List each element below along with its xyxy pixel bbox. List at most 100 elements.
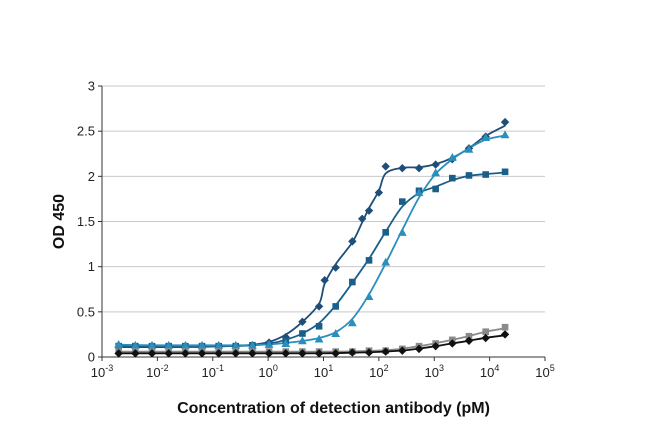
data-point [147, 349, 157, 358]
data-point [374, 188, 384, 197]
data-point [332, 303, 339, 310]
data-point [131, 349, 140, 358]
data-point [298, 336, 307, 345]
x-tick-label: 104 [480, 363, 499, 380]
fit-curve-series-1 [118, 124, 506, 349]
data-point [231, 349, 240, 358]
data-point [431, 168, 441, 177]
x-tick-label: 100 [258, 363, 277, 380]
data-point [500, 117, 510, 127]
series-5-points [114, 330, 510, 358]
data-point [381, 257, 391, 266]
fit-curve-series-2 [118, 171, 506, 348]
data-point [299, 330, 306, 337]
y-tick-label: 2.5 [77, 124, 95, 139]
data-point [381, 347, 390, 356]
data-point [314, 349, 324, 358]
data-point [331, 263, 340, 272]
y-tick-label: 3 [88, 79, 95, 94]
data-point [114, 349, 123, 358]
data-point [414, 344, 424, 354]
y-tick-label: 1.5 [77, 214, 95, 229]
x-tick-label: 101 [314, 363, 333, 380]
data-point [364, 206, 374, 215]
data-point [114, 339, 124, 348]
data-point [381, 162, 390, 171]
data-point [449, 174, 456, 182]
x-tick-label: 105 [535, 363, 554, 380]
data-point [264, 339, 274, 348]
data-point [399, 198, 406, 205]
data-point [464, 336, 474, 345]
y-tick-label: 0 [88, 350, 95, 365]
data-point [358, 214, 367, 223]
data-points [114, 117, 510, 358]
data-point [348, 348, 357, 357]
y-tick-label: 1 [88, 259, 95, 274]
x-tick-label: 102 [369, 363, 388, 380]
data-point [147, 340, 157, 349]
data-point [320, 276, 329, 285]
data-point [431, 160, 440, 169]
data-point [365, 257, 373, 264]
data-point [181, 349, 190, 358]
data-point [447, 152, 457, 161]
data-point [432, 185, 439, 193]
x-tick-label: 103 [425, 363, 444, 380]
data-point [481, 333, 490, 343]
data-point [214, 349, 223, 358]
x-tick-label: 10-2 [146, 363, 168, 380]
y-tick-labels: 0 0.5 1 1.5 2 2.5 3 [77, 79, 102, 365]
data-point [180, 340, 190, 349]
data-point [482, 328, 489, 336]
data-point [164, 349, 173, 358]
series-1-points [114, 117, 510, 352]
fit-curve-series-5 [118, 334, 506, 355]
data-point [197, 349, 207, 358]
series-2-points [115, 168, 509, 350]
y-axis-title: OD 450 [51, 194, 68, 249]
data-point [281, 339, 291, 347]
data-point [247, 340, 257, 349]
data-point [431, 341, 440, 351]
data-point [364, 348, 374, 357]
data-point [398, 164, 407, 173]
data-point [298, 349, 307, 358]
data-point [482, 171, 489, 178]
data-point [231, 340, 241, 349]
fit-curves [118, 124, 506, 355]
data-point [281, 349, 290, 358]
data-point [465, 172, 473, 179]
data-point [464, 144, 474, 153]
x-axis-title: Concentration of detection antibody (pM) [177, 400, 490, 417]
data-point [500, 330, 510, 339]
x-tick-labels: 10-3 10-2 10-1 100 101 102 103 104 105 [91, 357, 555, 380]
data-point [298, 317, 307, 326]
series-3-points [114, 130, 510, 349]
data-point [248, 349, 257, 358]
data-point [364, 292, 374, 300]
data-point [347, 318, 357, 327]
data-point [465, 332, 473, 340]
y-tick-label: 0.5 [77, 304, 95, 319]
data-point [481, 133, 491, 142]
data-point [214, 340, 224, 349]
x-tick-label: 10-3 [91, 363, 113, 380]
data-point [197, 340, 207, 349]
x-tick-label: 10-1 [202, 363, 224, 380]
data-point [264, 349, 274, 358]
data-point [348, 237, 357, 246]
data-point [414, 188, 424, 197]
gridlines [102, 85, 545, 313]
data-point [397, 227, 407, 236]
data-point [382, 229, 389, 236]
data-point [349, 278, 356, 286]
data-point [164, 340, 174, 349]
data-point [314, 302, 324, 311]
data-point [501, 323, 509, 331]
data-point [315, 322, 323, 330]
data-point [130, 340, 140, 349]
data-point [414, 164, 424, 173]
data-point [331, 349, 340, 358]
data-point [500, 130, 510, 139]
